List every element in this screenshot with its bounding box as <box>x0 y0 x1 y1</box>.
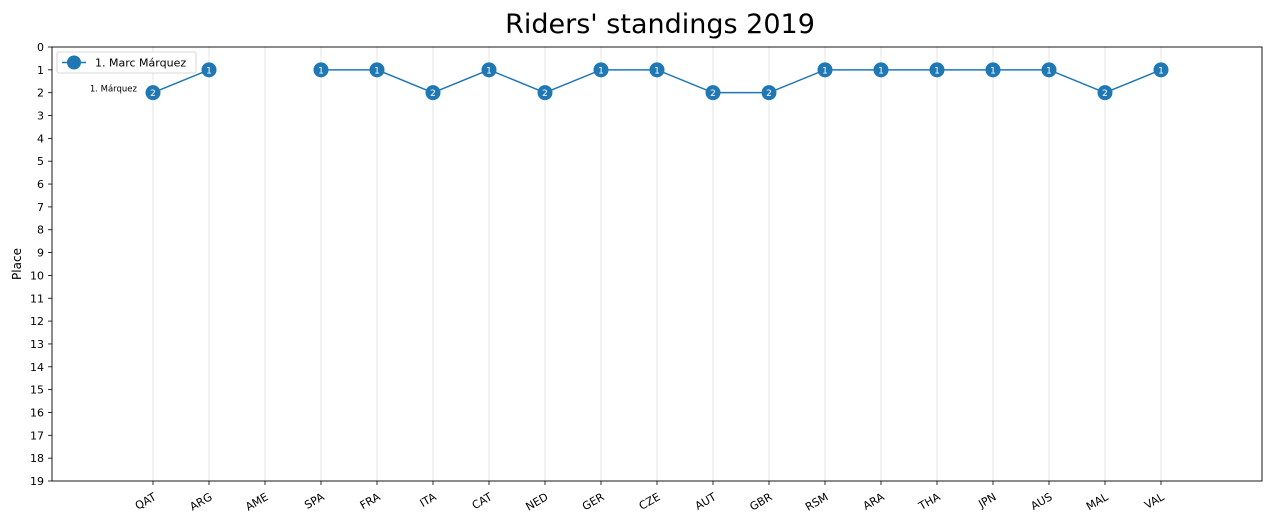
data-point-label-gbr: 2 <box>766 89 772 99</box>
x-axis-ticks: QAT ARG AME SPA FRA ITA CAT NED GER CZE AUT GBR RSM A… <box>133 481 1167 514</box>
y-tick-label: 2 <box>37 87 44 100</box>
data-point-aut <box>705 85 721 101</box>
x-tick-label-jpn: JPN <box>975 490 998 511</box>
y-tick-label: 18 <box>30 452 44 465</box>
y-tick-label: 6 <box>37 178 44 191</box>
x-tick-label-ame: AME <box>243 490 270 513</box>
data-point-label-ger: 1 <box>598 66 604 76</box>
x-tick-label-ara: ARA <box>861 490 887 513</box>
y-tick-label: 13 <box>30 338 44 351</box>
legend-marker <box>67 55 81 70</box>
data-point-label-fra: 1 <box>374 66 380 76</box>
y-tick-label: 5 <box>37 155 44 168</box>
x-tick-label-ger: GER <box>580 490 607 513</box>
x-tick-label-cat: CAT <box>470 490 495 512</box>
y-tick-label: 8 <box>37 224 44 237</box>
data-point-label-qat: 2 <box>150 89 156 99</box>
data-point-label-tha: 1 <box>934 66 940 76</box>
data-point-label-jpn: 1 <box>990 66 996 76</box>
data-point-label-mal: 2 <box>1102 89 1108 99</box>
y-tick-label: 17 <box>30 429 44 442</box>
y-tick-label: 12 <box>30 315 44 328</box>
chart-title: Riders' standings 2019 <box>505 9 815 40</box>
series-layer: 2 1 1 1 2 1 2 1 1 2 2 1 1 1 1 1 2 1 1. Márquez <box>90 62 1169 101</box>
x-tick-label-cze: CZE <box>637 490 663 512</box>
x-tick-label-mal: MAL <box>1084 490 1111 513</box>
data-point-spa <box>313 62 329 78</box>
x-tick-label-rsm: RSM <box>803 490 830 513</box>
y-tick-label: 4 <box>37 132 44 145</box>
data-point-tha <box>929 62 945 78</box>
data-point-label-val: 1 <box>1158 66 1164 76</box>
data-point-ara <box>873 62 889 78</box>
y-tick-label: 9 <box>37 247 44 260</box>
data-point-ned <box>537 85 553 101</box>
x-tick-label-aut: AUT <box>693 490 719 513</box>
data-point-label-ara: 1 <box>878 66 884 76</box>
y-tick-label: 14 <box>30 361 44 374</box>
x-tick-label-qat: QAT <box>133 490 159 512</box>
x-tick-label-tha: THA <box>916 490 943 513</box>
data-point-qat <box>145 85 161 101</box>
data-point-aus <box>1041 62 1057 78</box>
data-point-mal <box>1097 85 1113 101</box>
y-tick-label: 15 <box>30 384 44 397</box>
grid-lines <box>152 47 1162 481</box>
legend-entry-label: 1. Marc Márquez <box>95 57 186 70</box>
data-point-rsm <box>817 62 833 78</box>
data-point-label-spa: 1 <box>318 66 324 76</box>
y-axis-label: Place <box>10 248 24 280</box>
series-start-label: 1. Márquez <box>90 85 138 95</box>
x-tick-label-arg: ARG <box>187 490 214 513</box>
data-point-gbr <box>761 85 777 101</box>
x-tick-label-aus: AUS <box>1028 490 1054 513</box>
data-point-label-aus: 1 <box>1046 66 1052 76</box>
data-point-label-rsm: 1 <box>822 66 828 76</box>
legend-frame <box>56 51 197 74</box>
data-point-jpn <box>985 62 1001 78</box>
y-tick-label: 10 <box>30 269 44 282</box>
data-point-val <box>1153 62 1169 78</box>
y-tick-label: 1 <box>37 64 44 77</box>
y-tick-label: 11 <box>30 292 44 305</box>
x-tick-label-val: VAL <box>1142 490 1167 512</box>
x-tick-label-ita: ITA <box>418 490 439 510</box>
data-point-label-arg: 1 <box>206 66 212 76</box>
y-tick-label: 19 <box>30 475 44 488</box>
x-tick-label-gbr: GBR <box>747 490 774 513</box>
y-tick-label: 0 <box>37 41 44 54</box>
y-tick-label: 3 <box>37 110 44 123</box>
x-tick-label-fra: FRA <box>358 490 383 512</box>
data-point-fra <box>369 62 385 78</box>
data-point-label-cat: 1 <box>486 66 492 76</box>
data-point-ita <box>425 85 441 101</box>
data-point-arg <box>201 62 217 78</box>
x-tick-label-ned: NED <box>524 490 551 513</box>
data-point-cze <box>649 62 665 78</box>
y-tick-label: 16 <box>30 406 44 419</box>
data-point-label-aut: 2 <box>710 89 716 99</box>
data-point-cat <box>481 62 497 78</box>
legend: 1. Marc Márquez <box>56 51 197 74</box>
data-point-label-ned: 2 <box>542 89 548 99</box>
x-tick-label-spa: SPA <box>302 490 327 512</box>
series-line-marquez <box>152 69 1162 94</box>
y-tick-label: 7 <box>37 201 44 214</box>
data-point-label-cze: 1 <box>654 66 660 76</box>
data-point-ger <box>593 62 609 78</box>
data-point-label-ita: 2 <box>430 89 436 99</box>
